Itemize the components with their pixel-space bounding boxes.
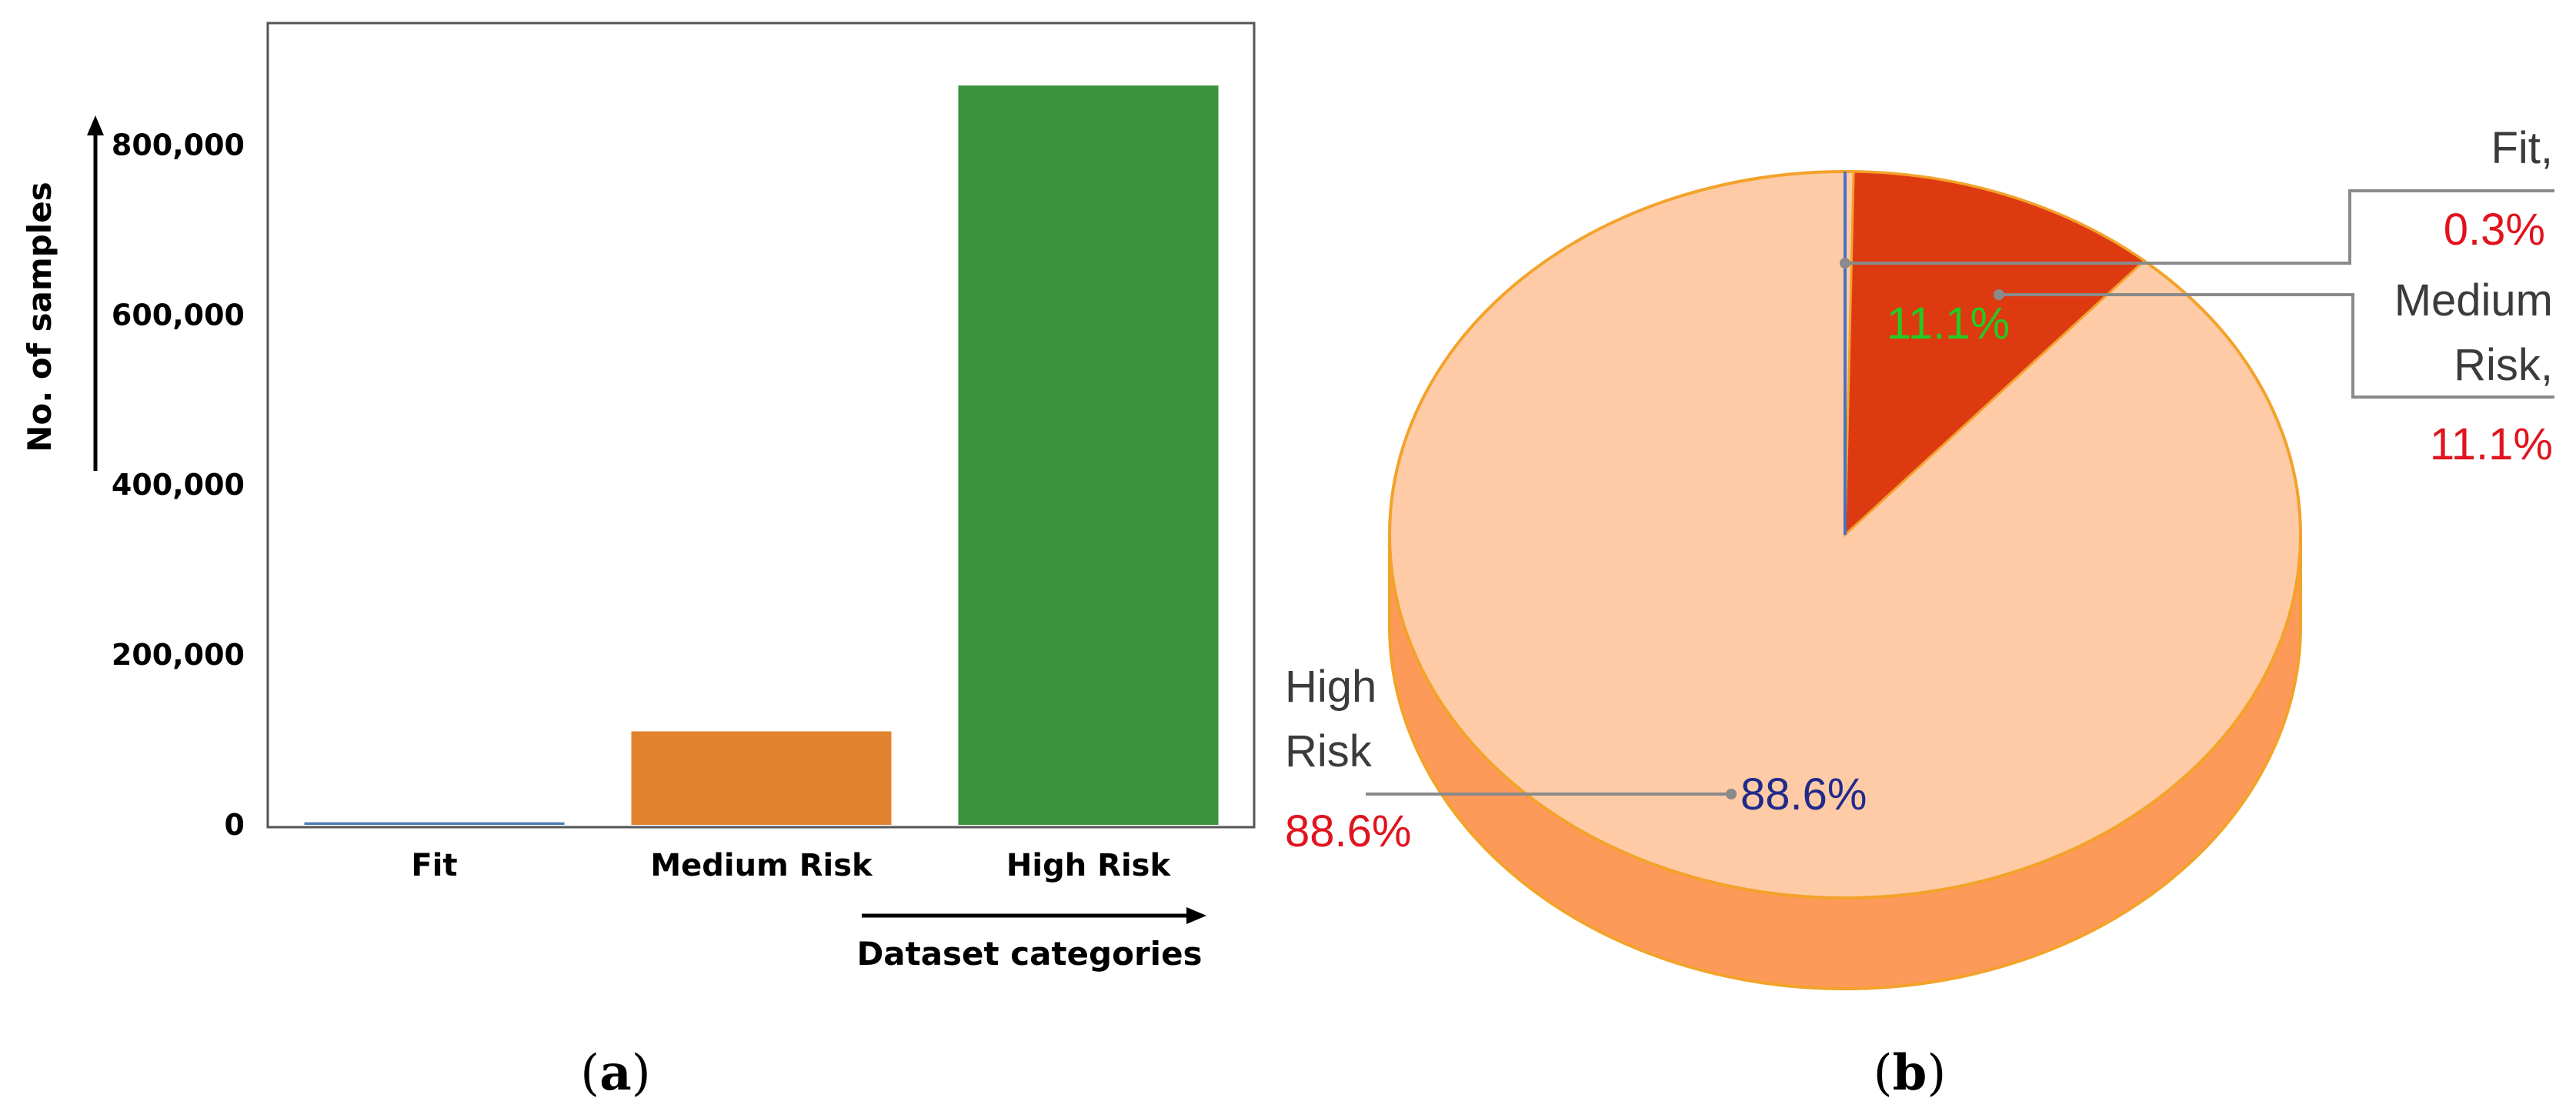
y-tick-labels: 0 200,000 400,000 600,000 800,000	[112, 128, 245, 842]
inner-label-high: 88.6%	[1740, 769, 1867, 819]
pie-chart-panel: Fit, 0.3% Medium Risk, 11.1% High Risk 8…	[1285, 123, 2554, 1102]
callout-high-name-line1: High	[1285, 662, 1376, 712]
y-tick-label: 0	[225, 808, 245, 842]
plot-frame	[266, 22, 1256, 829]
bar-high-risk	[958, 85, 1219, 826]
y-axis-title: No. of samples	[21, 182, 58, 452]
bars	[304, 85, 1219, 826]
bar-chart-panel: 0 200,000 400,000 600,000 800,000 Fit Medium …	[21, 22, 1256, 1102]
x-axis-arrowhead	[1186, 907, 1206, 924]
y-tick-label: 600,000	[112, 298, 245, 332]
callout-fit-name: Fit,	[2491, 123, 2553, 173]
x-tick-label: Medium Risk	[650, 848, 873, 883]
x-tick-label: High Risk	[1006, 848, 1172, 883]
panel-label-a: (a)	[580, 1044, 650, 1102]
inner-label-medium: 11.1%	[1887, 299, 2010, 349]
panel-label-b-letter: b	[1893, 1044, 1927, 1102]
leader-line-fit	[1845, 189, 2554, 265]
x-axis-title: Dataset categories	[856, 935, 1202, 973]
callout-high-percent: 88.6%	[1285, 806, 1411, 856]
callout-medium-percent: 11.1%	[2430, 419, 2553, 469]
x-tick-label: Fit	[411, 848, 457, 883]
y-axis-arrowhead	[87, 115, 104, 135]
leader-dot-fit	[1840, 258, 1850, 269]
panel-label-a-letter: a	[599, 1044, 631, 1102]
callout-medium-name-line2: Risk,	[2454, 340, 2553, 390]
panel-label-b: (b)	[1874, 1044, 1947, 1102]
callout-high-name-line2: Risk	[1285, 726, 1373, 776]
callout-medium-name-line1: Medium	[2394, 275, 2553, 325]
leader-dot-medium	[1994, 289, 2004, 300]
callout-fit-percent: 0.3%	[2444, 205, 2545, 255]
y-tick-label: 200,000	[112, 638, 245, 672]
leader-line-medium	[1999, 293, 2554, 399]
x-tick-labels: Fit Medium Risk High Risk	[411, 848, 1171, 883]
y-tick-label: 800,000	[112, 128, 245, 162]
y-tick-label: 400,000	[112, 468, 245, 502]
bar-medium-risk	[631, 731, 892, 825]
bar-fit	[304, 822, 565, 825]
leader-dot-high	[1726, 789, 1737, 799]
